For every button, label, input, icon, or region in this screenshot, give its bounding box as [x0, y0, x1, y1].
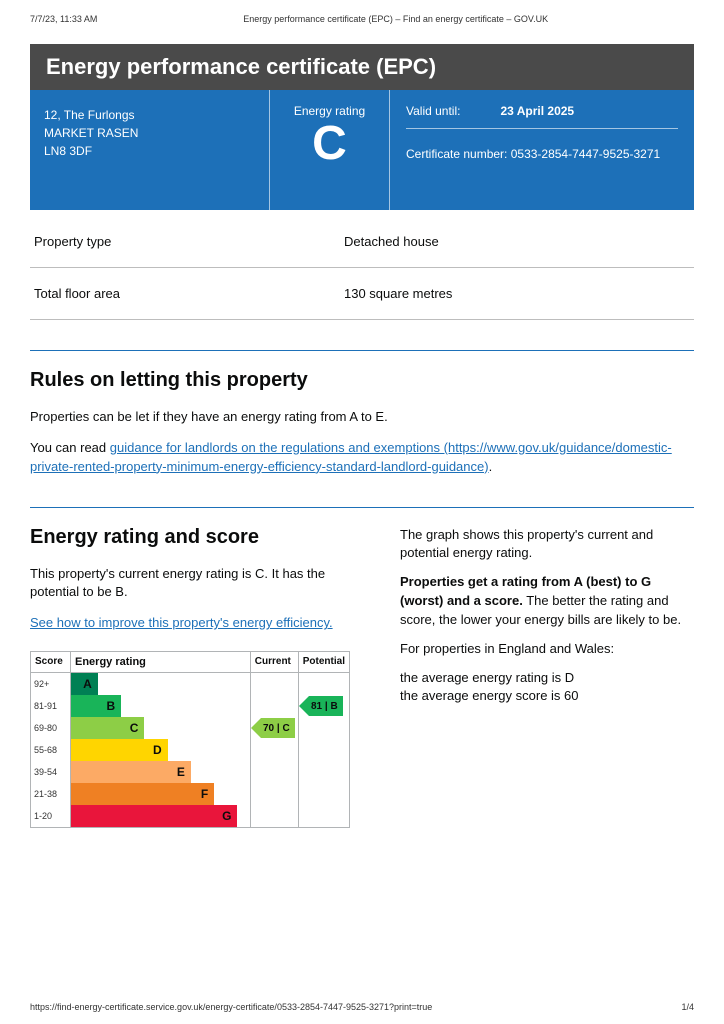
cert-label: Certificate number: — [406, 147, 507, 161]
summary-row: Property type Detached house — [30, 216, 694, 268]
rating-letter: C — [278, 118, 381, 171]
rating-block: Energy rating C — [270, 90, 390, 210]
rules-para1: Properties can be let if they have an en… — [30, 408, 694, 427]
meta-block: Valid until: 23 April 2025 Certificate n… — [390, 90, 694, 210]
page-number: 1/4 — [681, 1002, 694, 1012]
page-title: Energy performance certificate (EPC) — [46, 54, 436, 79]
summary-row: Total floor area 130 square metres — [30, 268, 694, 320]
chart-header-score: Score — [31, 652, 71, 672]
cert-number: 0533-2854-7447-9525-3271 — [511, 147, 660, 161]
chart-band-row: 81-91 B 81 | B .at-p::before{border-righ… — [31, 695, 349, 717]
print-footer: https://find-energy-certificate.service.… — [30, 1002, 694, 1012]
chart-header-current: Current — [251, 652, 299, 672]
chart-band-row: 1-20 G — [31, 805, 349, 827]
summary-panel: 12, The FurlongsMARKET RASENLN8 3DF Ener… — [30, 90, 694, 210]
footer-url: https://find-energy-certificate.service.… — [30, 1002, 432, 1012]
valid-date: 23 April 2025 — [500, 104, 574, 118]
rating-right-avg: the average energy rating is D the avera… — [400, 669, 694, 707]
rules-para2: You can read guidance for landlords on t… — [30, 439, 694, 477]
improve-link[interactable]: See how to improve this property's energ… — [30, 615, 333, 630]
chart-band-row: 55-68 D — [31, 739, 349, 761]
print-header: 7/7/23, 11:33 AM Energy performance cert… — [30, 14, 694, 24]
valid-label: Valid until: — [406, 104, 460, 118]
divider — [30, 350, 694, 351]
rating-left-para: This property's current energy rating is… — [30, 565, 370, 603]
address-block: 12, The FurlongsMARKET RASENLN8 3DF — [30, 90, 270, 210]
chart-band-row: 92+ A — [31, 673, 349, 695]
chart-band-row: 39-54 E — [31, 761, 349, 783]
print-datetime: 7/7/23, 11:33 AM — [30, 14, 97, 24]
rating-right-p3: For properties in England and Wales: — [400, 640, 694, 659]
chart-header-rating: Energy rating — [71, 652, 251, 672]
print-title: Energy performance certificate (EPC) – F… — [243, 14, 548, 24]
energy-rating-chart: Score Energy rating Current Potential 92… — [30, 651, 350, 828]
summary-table: Property type Detached house Total floor… — [30, 216, 694, 320]
rating-label: Energy rating — [278, 104, 381, 118]
rating-heading: Energy rating and score — [30, 526, 370, 549]
landlord-guidance-link[interactable]: guidance for landlords on the regulation… — [30, 440, 672, 474]
rating-right-p2: Properties get a rating from A (best) to… — [400, 573, 694, 630]
rules-heading: Rules on letting this property — [30, 369, 694, 392]
rating-right-p1: The graph shows this property's current … — [400, 526, 694, 564]
chart-band-row: 69-80 C 70 | C .at-c::before{border-righ… — [31, 717, 349, 739]
divider — [30, 507, 694, 508]
chart-header-potential: Potential — [299, 652, 349, 672]
chart-band-row: 21-38 F — [31, 783, 349, 805]
page-title-bar: Energy performance certificate (EPC) — [30, 44, 694, 90]
